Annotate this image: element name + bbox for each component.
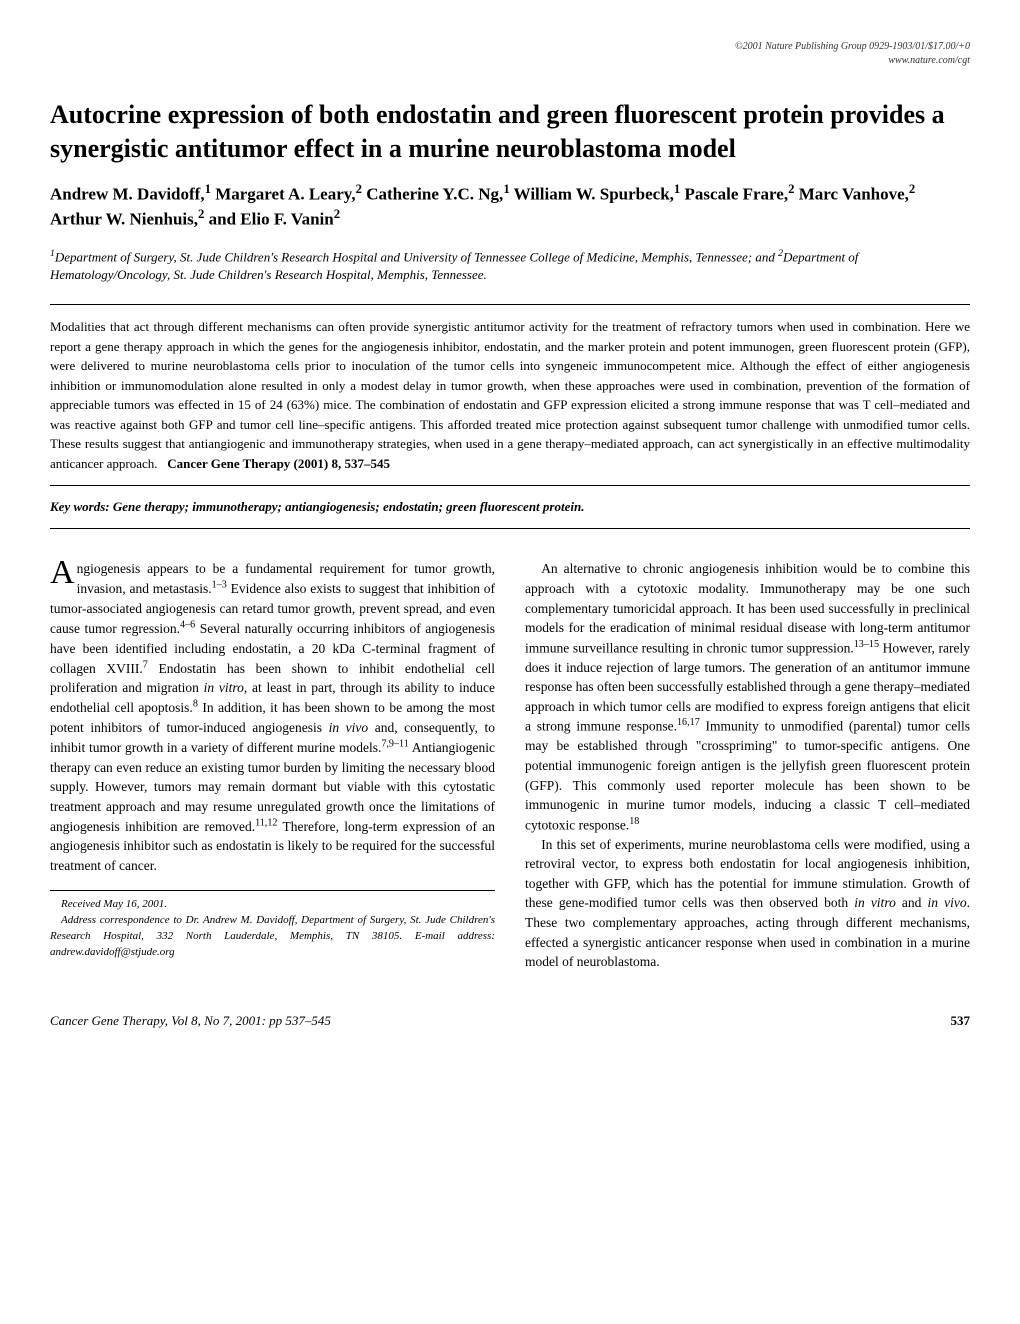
author-list: Andrew M. Davidoff,1 Margaret A. Leary,2…: [50, 181, 970, 232]
paragraph-2: An alternative to chronic angiogenesis i…: [525, 559, 970, 834]
abstract-citation: Cancer Gene Therapy (2001) 8, 537–545: [167, 456, 390, 471]
journal-url: www.nature.com/cgt: [50, 54, 970, 68]
abstract-text: Modalities that act through different me…: [50, 319, 970, 471]
footnote-block: Received May 16, 2001. Address correspon…: [50, 890, 495, 961]
article-title: Autocrine expression of both endostatin …: [50, 98, 970, 166]
page-number: 537: [951, 1012, 971, 1030]
dropcap: A: [50, 559, 77, 587]
article-body: Angiogenesis appears to be a fundamental…: [50, 559, 970, 971]
journal-header: ©2001 Nature Publishing Group 0929-1903/…: [50, 40, 970, 68]
paragraph-3: In this set of experiments, murine neuro…: [525, 835, 970, 972]
copyright-line: ©2001 Nature Publishing Group 0929-1903/…: [50, 40, 970, 54]
affiliations: 1Department of Surgery, St. Jude Childre…: [50, 247, 970, 285]
received-date: Received May 16, 2001.: [50, 897, 495, 913]
keywords: Key words: Gene therapy; immunotherapy; …: [50, 494, 970, 529]
correspondence: Address correspondence to Dr. Andrew M. …: [50, 913, 495, 961]
abstract: Modalities that act through different me…: [50, 304, 970, 486]
page-footer: Cancer Gene Therapy, Vol 8, No 7, 2001: …: [50, 1012, 970, 1030]
paragraph-1: Angiogenesis appears to be a fundamental…: [50, 559, 495, 875]
p1-text: ngiogenesis appears to be a fundamental …: [50, 561, 495, 872]
footer-citation: Cancer Gene Therapy, Vol 8, No 7, 2001: …: [50, 1012, 331, 1030]
